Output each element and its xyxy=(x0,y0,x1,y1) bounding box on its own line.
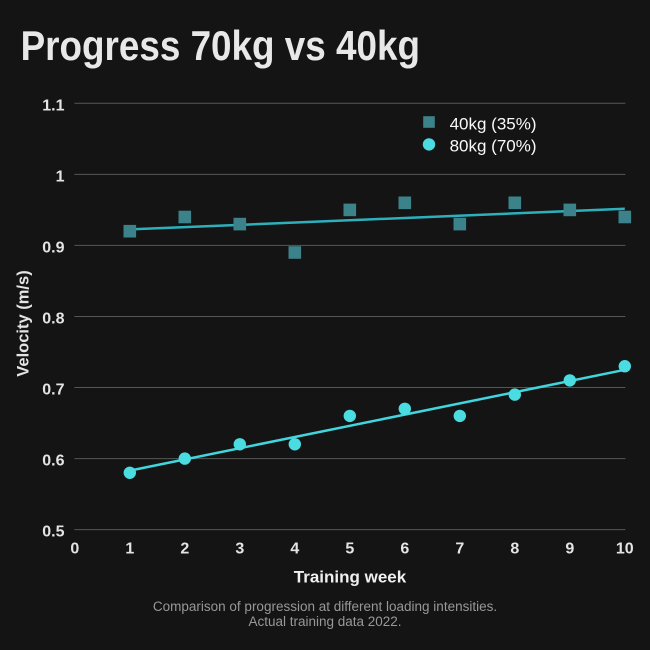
svg-text:Actual training data 2022.: Actual training data 2022. xyxy=(248,614,401,629)
svg-text:3: 3 xyxy=(235,541,244,558)
svg-text:1.1: 1.1 xyxy=(42,97,64,114)
svg-text:0.7: 0.7 xyxy=(42,382,64,399)
svg-text:0.6: 0.6 xyxy=(42,453,64,470)
svg-text:5: 5 xyxy=(345,541,354,558)
svg-text:8: 8 xyxy=(510,541,519,558)
svg-text:40kg (35%): 40kg (35%) xyxy=(450,115,537,134)
svg-text:0: 0 xyxy=(70,541,79,558)
svg-text:7: 7 xyxy=(455,541,464,558)
svg-text:0.9: 0.9 xyxy=(42,240,64,257)
svg-text:4: 4 xyxy=(290,541,299,558)
svg-text:1: 1 xyxy=(56,169,65,186)
svg-text:2: 2 xyxy=(180,541,189,558)
svg-text:6: 6 xyxy=(400,541,409,558)
svg-text:10: 10 xyxy=(616,541,634,558)
svg-text:9: 9 xyxy=(565,541,574,558)
svg-text:Comparison of progression at d: Comparison of progression at different l… xyxy=(153,599,497,614)
svg-text:Velocity (m/s): Velocity (m/s) xyxy=(15,270,33,376)
svg-text:0.5: 0.5 xyxy=(42,524,64,541)
svg-text:80kg (70%): 80kg (70%) xyxy=(450,136,537,155)
svg-text:0.8: 0.8 xyxy=(42,311,64,328)
svg-text:1: 1 xyxy=(125,541,134,558)
svg-text:Training week: Training week xyxy=(294,568,407,587)
svg-text:Progress 70kg vs 40kg: Progress 70kg vs 40kg xyxy=(21,23,420,70)
